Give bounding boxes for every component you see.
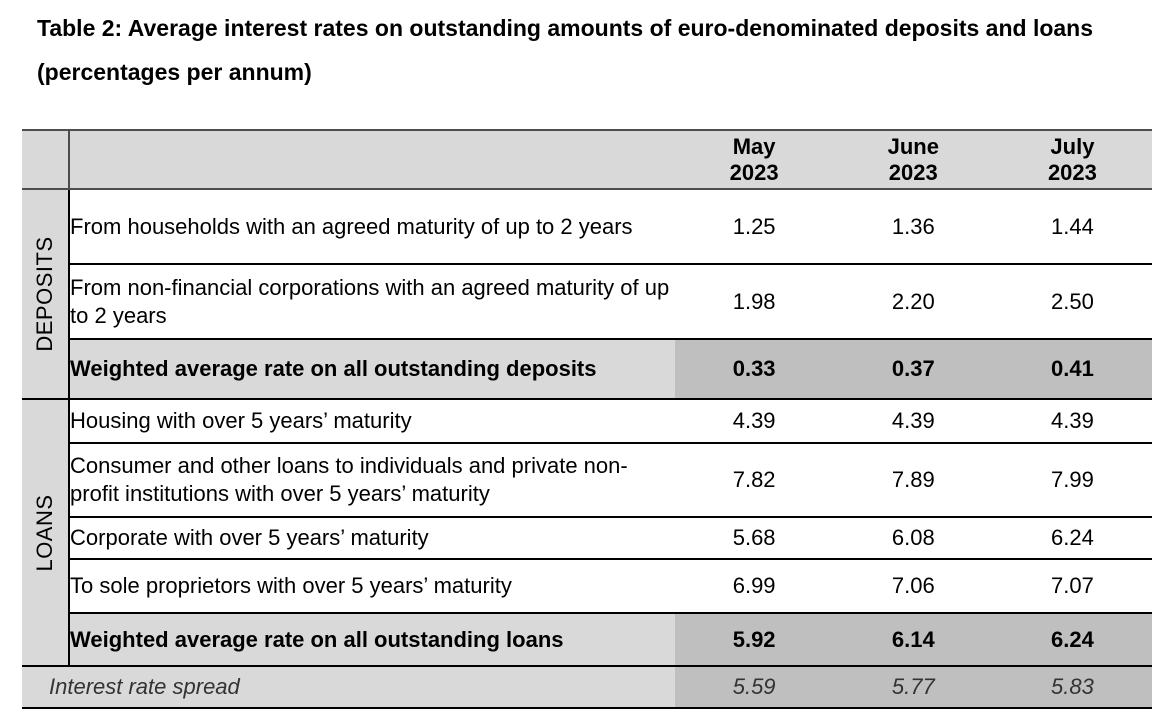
row-label: To sole proprietors with over 5 years’ m… [69, 559, 675, 614]
total-value: 0.37 [833, 339, 993, 400]
cell-value: 2.20 [833, 264, 993, 340]
spread-value: 5.83 [992, 665, 1152, 709]
row-label: Corporate with over 5 years’ maturity [69, 517, 675, 560]
loans-section-label-cell: LOANS [22, 399, 71, 667]
deposits-section-label: DEPOSITS [32, 236, 58, 352]
header-year: 2023 [1047, 159, 1097, 185]
cell-value: 7.07 [992, 559, 1152, 614]
total-value: 0.41 [992, 339, 1152, 400]
table-row-loan-consumer: Consumer and other loans to individuals … [22, 443, 1152, 518]
cell-value: 6.08 [833, 517, 993, 560]
header-month: June [887, 133, 939, 159]
spread-value: 5.77 [833, 665, 993, 709]
table-row-loans-total: Weighted average rate on all outstanding… [22, 613, 1152, 667]
header-month: May [732, 133, 776, 159]
row-label: From non-financial corporations with an … [69, 264, 675, 340]
total-value: 6.24 [992, 613, 1152, 667]
table-row-loan-housing: LOANS Housing with over 5 years’ maturit… [22, 399, 1152, 667]
total-value: 0.33 [674, 339, 834, 400]
cell-value: 1.25 [674, 189, 834, 265]
header-side-cell [22, 129, 71, 190]
loans-section-label: LOANS [32, 493, 58, 572]
interest-rates-table: May 2023 June 2023 July 2023 DEPOSITS Fr… [22, 129, 1152, 709]
header-col-july: July 2023 [992, 129, 1152, 190]
total-label: Weighted average rate on all outstanding… [69, 613, 675, 667]
table-row-loan-corporate: Corporate with over 5 years’ maturity 5.… [22, 517, 1152, 560]
cell-value: 4.39 [674, 399, 834, 444]
spread-value: 5.59 [674, 665, 834, 709]
row-label: Housing with over 5 years’ maturity [69, 399, 675, 444]
cell-value: 6.99 [674, 559, 834, 614]
row-label: Consumer and other loans to individuals … [69, 443, 675, 518]
cell-value: 1.98 [674, 264, 834, 340]
total-value: 6.14 [833, 613, 993, 667]
cell-value: 4.39 [833, 399, 993, 444]
table-row-interest-rate-spread: Interest rate spread 5.59 5.77 5.83 [22, 665, 1152, 709]
spread-label: Interest rate spread [22, 665, 675, 709]
cell-value: 5.68 [674, 517, 834, 560]
table-header-row: May 2023 June 2023 July 2023 [22, 129, 1152, 190]
deposits-section-label-cell: DEPOSITS [22, 189, 71, 400]
table-row-deposits-total: Weighted average rate on all outstanding… [22, 339, 1152, 400]
cell-value: 4.39 [992, 399, 1152, 444]
row-label: From households with an agreed maturity … [69, 189, 675, 265]
header-year: 2023 [729, 159, 779, 185]
table-row-deposit-corporations: From non-financial corporations with an … [22, 264, 1152, 340]
header-year: 2023 [888, 159, 938, 185]
header-label-cell [69, 129, 675, 190]
table-row-loan-sole-proprietors: To sole proprietors with over 5 years’ m… [22, 559, 1152, 614]
cell-value: 7.06 [833, 559, 993, 614]
cell-value: 1.36 [833, 189, 993, 265]
cell-value: 2.50 [992, 264, 1152, 340]
cell-value: 1.44 [992, 189, 1152, 265]
cell-value: 7.89 [833, 443, 993, 518]
header-col-may: May 2023 [674, 129, 834, 190]
total-value: 5.92 [674, 613, 834, 667]
cell-value: 7.82 [674, 443, 834, 518]
cell-value: 7.99 [992, 443, 1152, 518]
header-col-june: June 2023 [833, 129, 993, 190]
cell-value: 6.24 [992, 517, 1152, 560]
total-label: Weighted average rate on all outstanding… [69, 339, 675, 400]
header-month: July [1050, 133, 1095, 159]
table-title: Table 2: Average interest rates on outst… [37, 15, 1094, 85]
table-row-deposit-households: DEPOSITS From households with an agreed … [22, 189, 1152, 400]
